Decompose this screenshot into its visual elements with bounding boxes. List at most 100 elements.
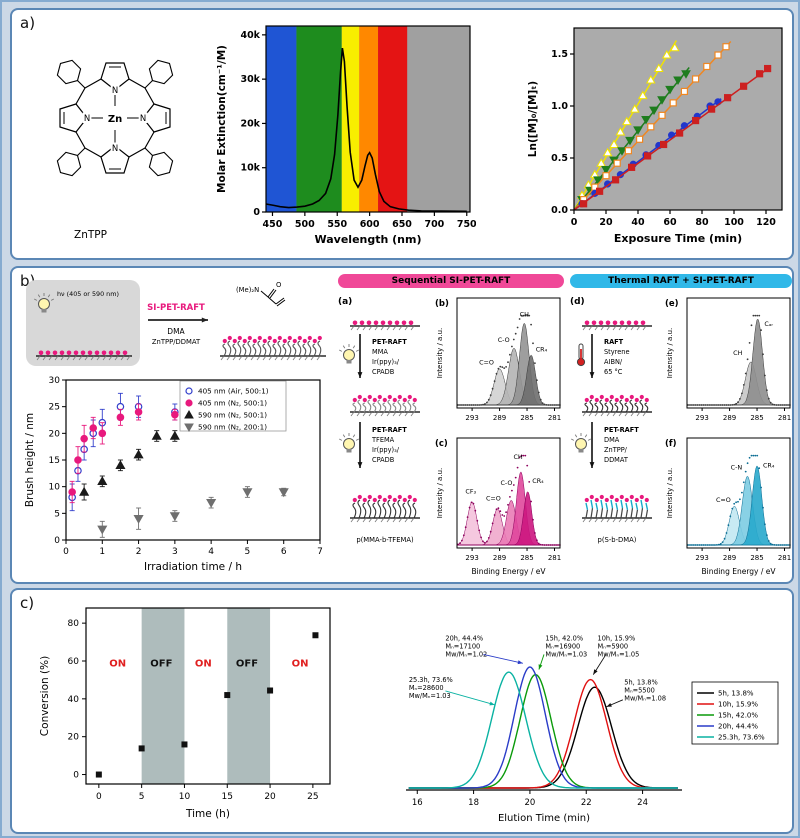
svg-text:Molar Extinction(cm⁻¹/M): Molar Extinction(cm⁻¹/M): [216, 45, 228, 193]
svg-text:281: 281: [778, 554, 791, 562]
svg-text:289: 289: [493, 414, 506, 422]
svg-text:5: 5: [139, 792, 145, 802]
svg-text:N: N: [84, 114, 90, 124]
svg-text:Ir(ppy)₃/: Ir(ppy)₃/: [372, 358, 400, 366]
thermal-title: Thermal RAFT + SI-PET-RAFT: [608, 276, 754, 286]
svg-text:O: O: [276, 281, 281, 289]
svg-text:SI-PET-RAFT: SI-PET-RAFT: [147, 303, 205, 313]
svg-text:Binding Energy / eV: Binding Energy / eV: [471, 567, 546, 576]
xps_f-svg: 293 289 285 281 C=O C-N CR₄ (f) Intensity / a.u.…: [665, 437, 791, 576]
svg-text:20h, 44.4%: 20h, 44.4%: [718, 723, 758, 731]
svg-text:ON: ON: [195, 659, 212, 670]
svg-text:Intensity / a.u.: Intensity / a.u.: [436, 468, 444, 518]
svg-text:60: 60: [68, 657, 80, 667]
sequential-column: Sequential SI-PET-RAFT (a) PET-RAFT MMA Ir(…: [336, 274, 566, 582]
svg-text:C=O: C=O: [486, 494, 501, 502]
svg-text:10h, 15.9%: 10h, 15.9%: [598, 635, 636, 643]
svg-text:1: 1: [99, 547, 105, 557]
svg-text:DMA: DMA: [604, 436, 620, 444]
svg-text:25.3h, 73.6%: 25.3h, 73.6%: [409, 676, 453, 684]
svg-text:30: 30: [49, 376, 61, 386]
svg-text:293: 293: [695, 554, 708, 562]
svg-text:65 °C: 65 °C: [604, 368, 623, 376]
svg-text:Intensity / a.u.: Intensity / a.u.: [666, 468, 674, 518]
svg-text:CPADB: CPADB: [372, 368, 395, 376]
scheme-d: (d) RAFT Styrene AIBN/65 °C PET-RAFT DMA ZnTPP…: [568, 292, 664, 582]
svg-text:(Me)₂N: (Me)₂N: [236, 286, 259, 294]
svg-text:Styrene: Styrene: [604, 348, 630, 356]
svg-text:7: 7: [317, 547, 323, 557]
svg-text:CPADB: CPADB: [372, 456, 395, 464]
znTPP-structure: Zn N N N N ZnTPP: [22, 22, 208, 244]
svg-text:16: 16: [412, 798, 423, 808]
svg-text:Intensity / a.u.: Intensity / a.u.: [436, 328, 444, 378]
svg-text:PET-RAFT: PET-RAFT: [372, 426, 407, 434]
xps-b-chart: 293 289 285 281 C=O C-O CH CR₄ (b) Intensity / a.…: [434, 290, 564, 430]
svg-text:10h, 15.9%: 10h, 15.9%: [718, 701, 758, 709]
svg-text:0: 0: [73, 771, 79, 781]
svg-text:4: 4: [208, 547, 214, 557]
svg-text:p(S-b-DMA): p(S-b-DMA): [598, 536, 637, 544]
svg-text:(e): (e): [665, 299, 679, 309]
svg-text:Brush height / nm: Brush height / nm: [24, 413, 36, 507]
svg-text:500: 500: [295, 219, 315, 230]
panel-a: a) Zn N N N N ZnTPP 450 500 550 600 650 700 750 0 10k…: [10, 8, 794, 260]
svg-text:CR₄: CR₄: [532, 477, 544, 485]
svg-text:2: 2: [136, 547, 142, 557]
svg-text:CH: CH: [520, 310, 529, 318]
svg-text:DMA: DMA: [167, 327, 185, 336]
svg-text:18: 18: [468, 798, 479, 808]
svg-text:Mₙ=16900: Mₙ=16900: [545, 643, 580, 651]
svg-text:15: 15: [222, 792, 233, 802]
svg-text:C-O: C-O: [498, 336, 510, 344]
svg-text:Ir(ppy)₃/: Ir(ppy)₃/: [372, 446, 400, 454]
svg-text:Mₙ=28600: Mₙ=28600: [409, 684, 444, 692]
svg-text:ZnTPP/: ZnTPP/: [604, 446, 628, 454]
svg-text:15h, 42.0%: 15h, 42.0%: [718, 712, 758, 720]
svg-text:C=O: C=O: [479, 359, 494, 367]
svg-text:(c): (c): [435, 439, 448, 449]
svg-text:289: 289: [723, 554, 736, 562]
scheme-col-svg: (d) RAFT Styrene AIBN/65 °C PET-RAFT DMA ZnTPP…: [570, 297, 652, 544]
svg-text:590 nm (N₂, 500:1): 590 nm (N₂, 500:1): [198, 411, 267, 420]
xps_c-svg: 293 289 285 281 CF₃ C=O C-O CH CR₄ (c) Intensity /…: [435, 437, 561, 576]
svg-text:0: 0: [253, 207, 260, 218]
svg-text:0.0: 0.0: [551, 205, 568, 216]
svg-text:450: 450: [263, 219, 283, 230]
si-pet-raft-scheme: hν (405 or 590 nm) SI-PET-RAFT DMA ZnTPP/DD…: [24, 276, 334, 372]
svg-text:20: 20: [49, 429, 61, 439]
svg-text:30k: 30k: [240, 74, 260, 85]
svg-text:6: 6: [281, 547, 287, 557]
svg-text:C-O: C-O: [500, 479, 512, 487]
svg-text:Time (h): Time (h): [185, 808, 230, 820]
svg-text:(b): (b): [435, 299, 449, 309]
xps-c-chart: 293 289 285 281 CF₃ C=O C-O CH CR₄ (c) Intensity /…: [434, 430, 564, 582]
svg-text:25.3h, 73.6%: 25.3h, 73.6%: [718, 734, 765, 742]
svg-text:Elution Time (min): Elution Time (min): [498, 813, 590, 824]
svg-text:20: 20: [264, 792, 276, 802]
svg-text:20h, 44.4%: 20h, 44.4%: [445, 635, 483, 643]
kinetics-chart: 0 20 40 60 80 100 120 0.0 0.5 1.0 1.5 Exposure Time…: [524, 20, 790, 256]
svg-text:293: 293: [695, 414, 708, 422]
svg-text:CF₃: CF₃: [465, 487, 476, 495]
svg-text:CR₄: CR₄: [763, 462, 775, 470]
svg-text:600: 600: [360, 219, 380, 230]
svg-text:p(MMA-b-TFEMA): p(MMA-b-TFEMA): [356, 536, 414, 544]
svg-text:Mw/Mₙ=1.02: Mw/Mₙ=1.02: [445, 651, 487, 659]
svg-text:ZnTPP: ZnTPP: [74, 229, 107, 241]
conversion-chart: 0 5 10 15 20 25 0 20 40 60 80 ON OFF ON OFF ON Time (h) C…: [34, 596, 346, 834]
svg-text:ON: ON: [292, 659, 309, 670]
svg-text:0.5: 0.5: [551, 153, 568, 164]
svg-text:3: 3: [172, 547, 178, 557]
svg-text:RAFT: RAFT: [604, 338, 624, 346]
svg-text:Exposure Time (min): Exposure Time (min): [614, 232, 742, 245]
svg-text:0: 0: [63, 547, 69, 557]
scheme-col-svg: (a) PET-RAFT MMA Ir(ppy)₃/CPADB PET-RAFT TFEM…: [338, 297, 420, 544]
spectrum-svg: 450 500 550 600 650 700 750 0 10k 20k 30k 40k Wavele…: [216, 25, 476, 246]
gpc-chart: 16 18 20 22 24 Elution Time (min) 20h, 44.4% Mₙ…: [380, 598, 782, 830]
panel-c-label: c): [20, 594, 35, 612]
svg-text:Mw/Mₙ=1.03: Mw/Mₙ=1.03: [545, 651, 587, 659]
svg-text:25: 25: [307, 792, 318, 802]
svg-text:20: 20: [525, 798, 536, 808]
svg-text:1.0: 1.0: [551, 101, 568, 112]
